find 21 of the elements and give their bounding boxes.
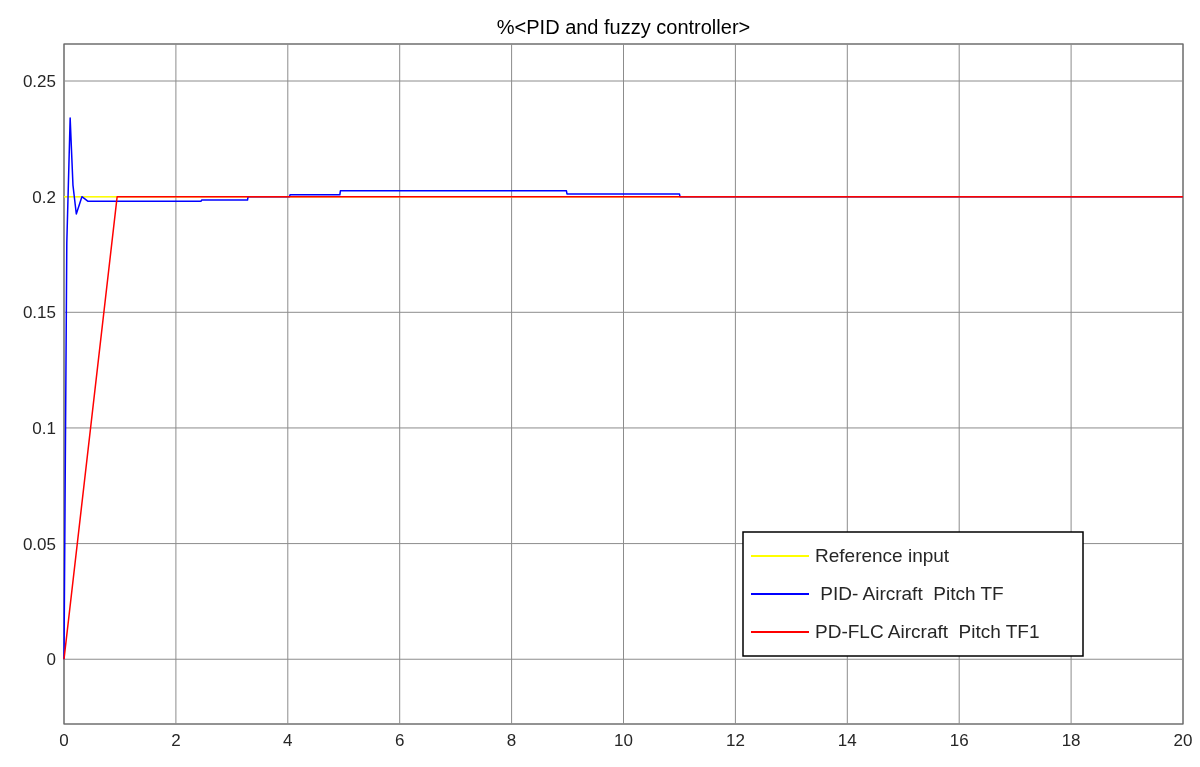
- x-tick-label: 6: [394, 731, 405, 750]
- y-tick-label: 0.25: [22, 72, 56, 92]
- y-tick-label: 0.05: [22, 534, 56, 554]
- legend-label: PD-FLC Aircraft Pitch TF1: [815, 621, 1040, 642]
- y-tick-label: 0.15: [22, 303, 56, 323]
- legend-label: PID- Aircraft Pitch TF: [815, 583, 1004, 604]
- x-tick-label: 18: [1061, 731, 1081, 750]
- x-tick-label: 20: [1173, 731, 1193, 750]
- x-tick-label: 14: [837, 731, 857, 750]
- chart-title: %<PID and fuzzy controller>: [496, 16, 751, 38]
- x-tick-label: 0: [59, 731, 69, 750]
- legend-label: Reference input: [815, 545, 950, 566]
- x-tick-label: 10: [614, 731, 633, 750]
- x-tick-label: 16: [949, 731, 969, 750]
- x-tick-label: 2: [171, 731, 181, 750]
- x-tick-label: 12: [725, 731, 745, 750]
- x-tick-label: 4: [283, 731, 293, 750]
- y-tick-label: 0: [46, 650, 56, 670]
- y-tick-label: 0.2: [32, 187, 56, 207]
- x-tick-label: 8: [506, 731, 517, 750]
- y-tick-label: 0.1: [32, 418, 56, 438]
